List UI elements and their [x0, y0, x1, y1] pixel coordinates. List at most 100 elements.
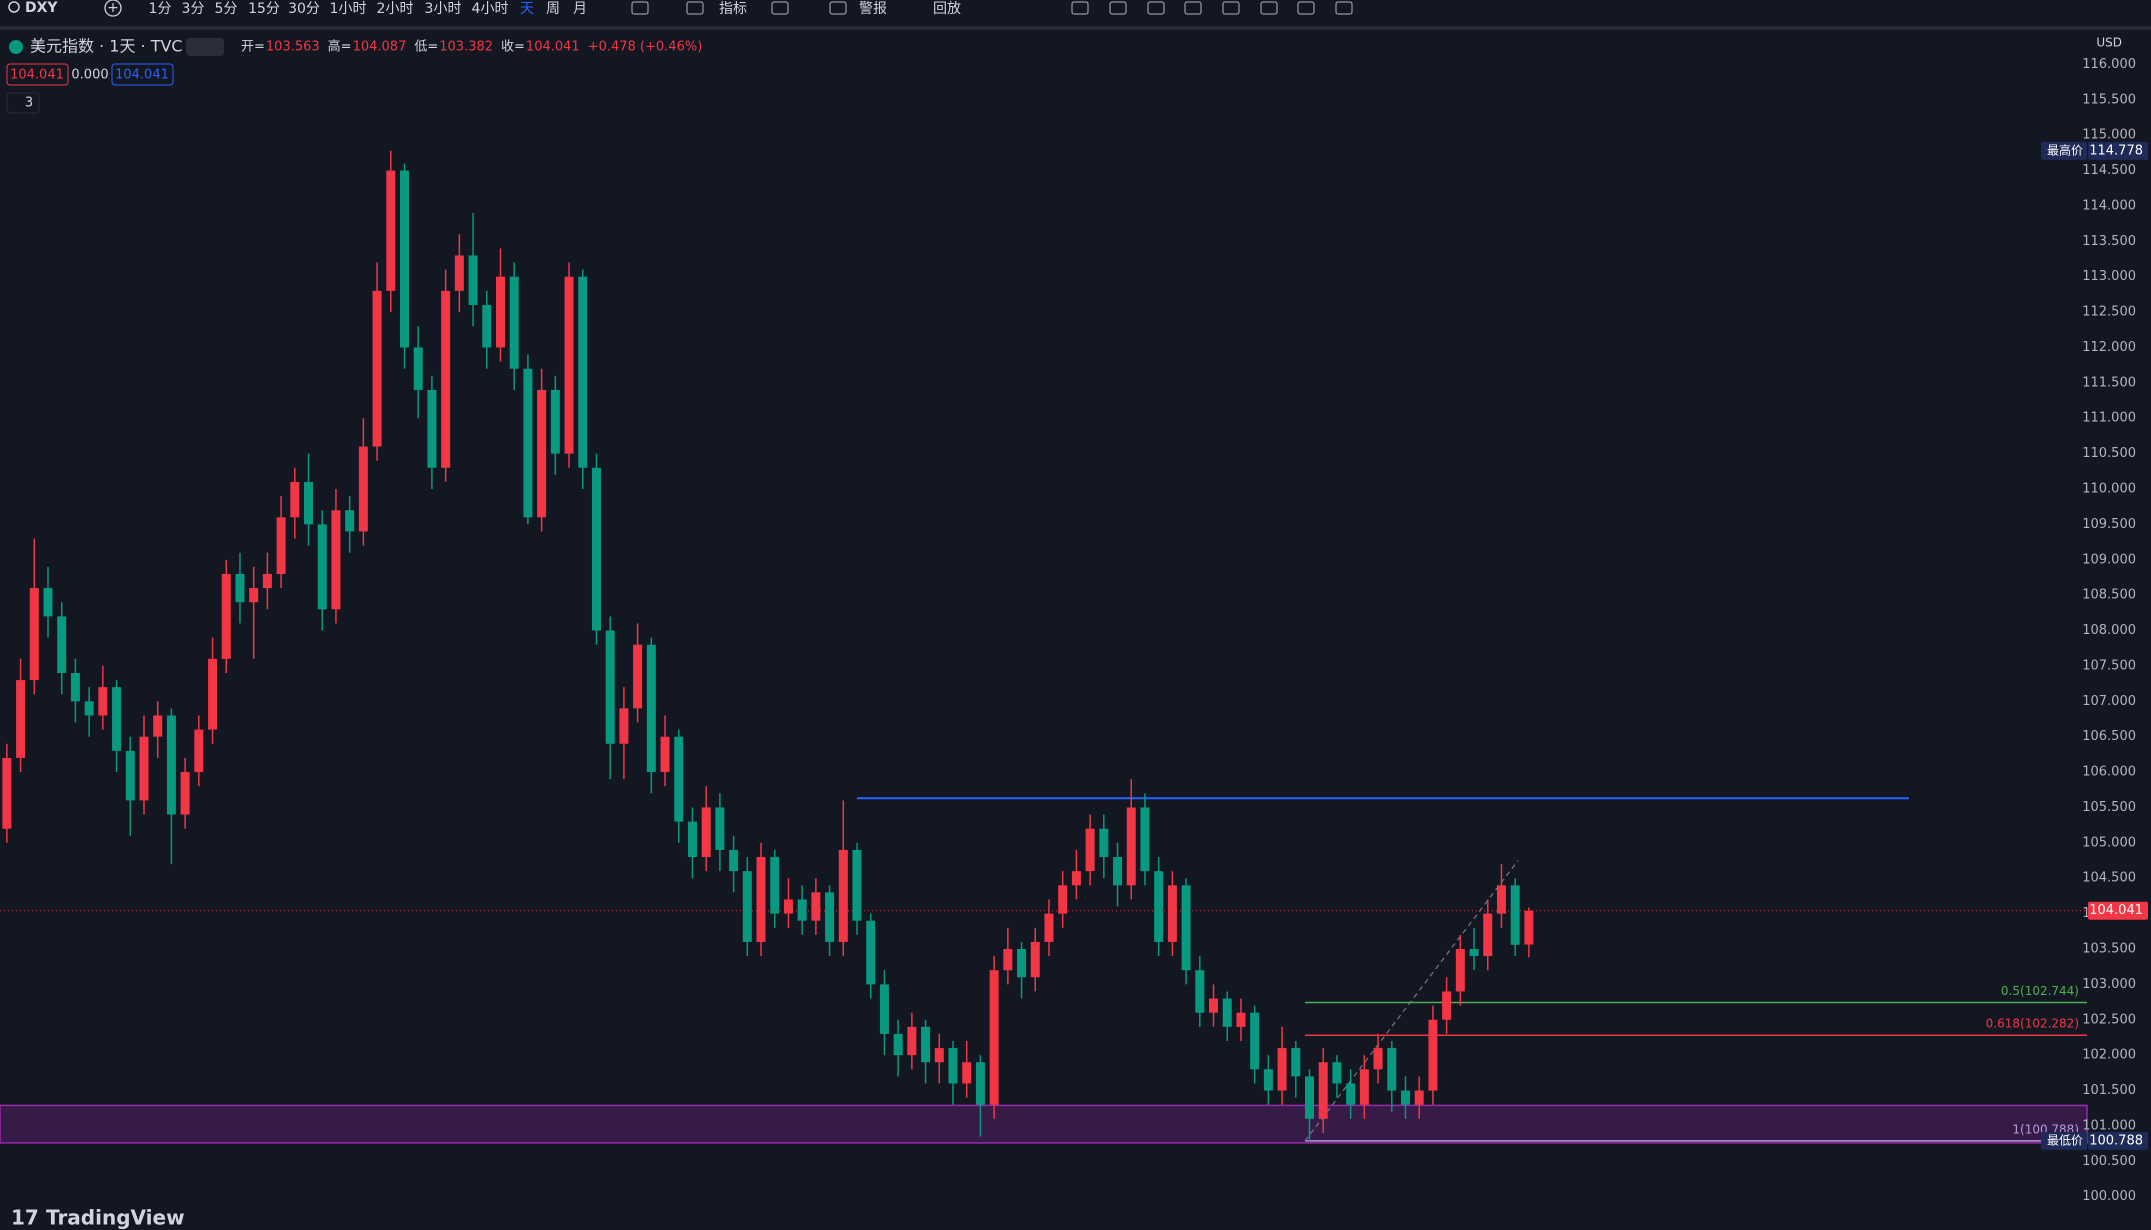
y-tick-label: 113.000: [2082, 269, 2136, 284]
candle-body: [674, 736, 684, 822]
toolbar-icon[interactable]: [1071, 1, 1089, 15]
toolbar-icon[interactable]: [1335, 1, 1353, 15]
symbol-logo: [9, 40, 23, 54]
candle-body: [797, 899, 807, 921]
candle-body: [345, 510, 355, 532]
legend-title: 美元指数 · 1天 · TVC: [30, 37, 183, 56]
y-tick-label: 110.000: [2082, 482, 2136, 497]
legend-low: 103.382: [439, 40, 493, 55]
y-tick-label: 116.000: [2082, 57, 2136, 72]
candle-body: [550, 389, 560, 454]
toolbar-icon[interactable]: [829, 1, 847, 15]
candle-body: [646, 644, 656, 773]
y-tick-label: 100.000: [2082, 1189, 2136, 1204]
candle-body: [729, 849, 739, 872]
candle-body: [1222, 998, 1232, 1027]
toolbar-button[interactable]: 警报: [859, 1, 887, 17]
currency[interactable]: USD: [2096, 36, 2122, 50]
interval[interactable]: 天: [520, 1, 534, 17]
toolbar-icon[interactable]: [771, 1, 789, 15]
toolbar-icon[interactable]: [1260, 1, 1278, 15]
candle-body: [1373, 1048, 1383, 1070]
spread: 0.000: [71, 68, 108, 83]
toolbar-button[interactable]: 指标: [719, 1, 747, 17]
candle-body: [537, 389, 547, 518]
candle-body: [962, 1062, 972, 1084]
indicator-toggle[interactable]: [6, 92, 40, 114]
y-tick-label: 106.000: [2082, 765, 2136, 780]
y-tick-label: 115.000: [2082, 128, 2136, 143]
candle-body: [1003, 949, 1013, 971]
candle-body: [358, 446, 368, 532]
candle-body: [1017, 949, 1027, 978]
candle-body: [1277, 1048, 1287, 1091]
candle-body: [84, 701, 94, 716]
interval[interactable]: 月: [573, 1, 587, 17]
candle-body: [509, 276, 519, 369]
candle-body: [290, 481, 300, 518]
y-tick-label: 109.000: [2082, 552, 2136, 567]
candle-body: [1085, 828, 1095, 872]
candle-body: [262, 573, 272, 589]
interval[interactable]: 5分: [215, 1, 238, 17]
candle-body: [1346, 1083, 1356, 1105]
toolbar-icon[interactable]: [1184, 1, 1202, 15]
toolbar-icon[interactable]: [631, 1, 649, 15]
zone: [0, 1104, 2088, 1144]
y-tick-label: 108.000: [2082, 623, 2136, 638]
add-symbol-plus: +: [107, 0, 119, 16]
ask-box: [111, 63, 174, 86]
y-tick-label: 105.000: [2082, 835, 2136, 850]
candle-body: [331, 510, 341, 610]
toolbar-icon[interactable]: [1222, 1, 1240, 15]
legend-high-label: 高=: [328, 39, 352, 55]
y-tick-label: 110.500: [2082, 446, 2136, 461]
candle-body: [1469, 949, 1479, 957]
candle-body: [715, 807, 725, 850]
candle-body: [578, 276, 588, 468]
search-icon[interactable]: [8, 1, 20, 13]
toolbar-button[interactable]: 回放: [933, 1, 961, 17]
candle-body: [153, 715, 163, 737]
toolbar-icon[interactable]: [1297, 1, 1315, 15]
logo: TradingView: [46, 1206, 185, 1230]
legend-close-label: 收=: [501, 40, 525, 55]
candle-body: [413, 347, 423, 390]
candle-body: [112, 687, 122, 751]
candle-body: [1442, 991, 1452, 1020]
candle-body: [221, 573, 231, 659]
toolbar-icon[interactable]: [686, 1, 704, 15]
toolbar-icon[interactable]: [1109, 1, 1127, 15]
interval[interactable]: 2小时: [377, 1, 414, 17]
candle-body: [1058, 885, 1068, 914]
interval[interactable]: 1小时: [330, 1, 367, 17]
ask: 104.041: [115, 68, 169, 83]
toolbar-icon[interactable]: [1147, 1, 1165, 15]
interval[interactable]: 15分: [248, 1, 280, 17]
candle-body: [427, 389, 437, 468]
symbol[interactable]: DXY: [25, 0, 58, 16]
candle-body: [879, 984, 889, 1034]
interval[interactable]: 3分: [182, 1, 205, 17]
indicator-count: 3: [25, 96, 33, 111]
candle-body: [1195, 970, 1205, 1013]
candle-body: [1044, 913, 1054, 942]
candle-body: [1332, 1062, 1342, 1084]
interval[interactable]: 3小时: [425, 1, 462, 17]
interval[interactable]: 1分: [149, 1, 172, 17]
candle-body: [756, 857, 766, 942]
legend-open-label: 开=: [241, 40, 265, 55]
fib-label: 0.618(102.282): [1986, 1017, 2079, 1031]
interval[interactable]: 周: [546, 1, 560, 17]
legend-buttons[interactable]: [186, 38, 224, 56]
current-price-box: [2088, 901, 2148, 920]
interval[interactable]: 4小时: [472, 1, 509, 17]
interval[interactable]: 30分: [288, 1, 320, 17]
legend-change: +0.478 (+0.46%): [588, 40, 703, 55]
candle-body: [2, 757, 12, 829]
add-symbol[interactable]: [104, 0, 122, 17]
candle-body: [386, 170, 396, 291]
bid: 104.041: [10, 68, 64, 83]
candle-body: [1305, 1076, 1314, 1119]
